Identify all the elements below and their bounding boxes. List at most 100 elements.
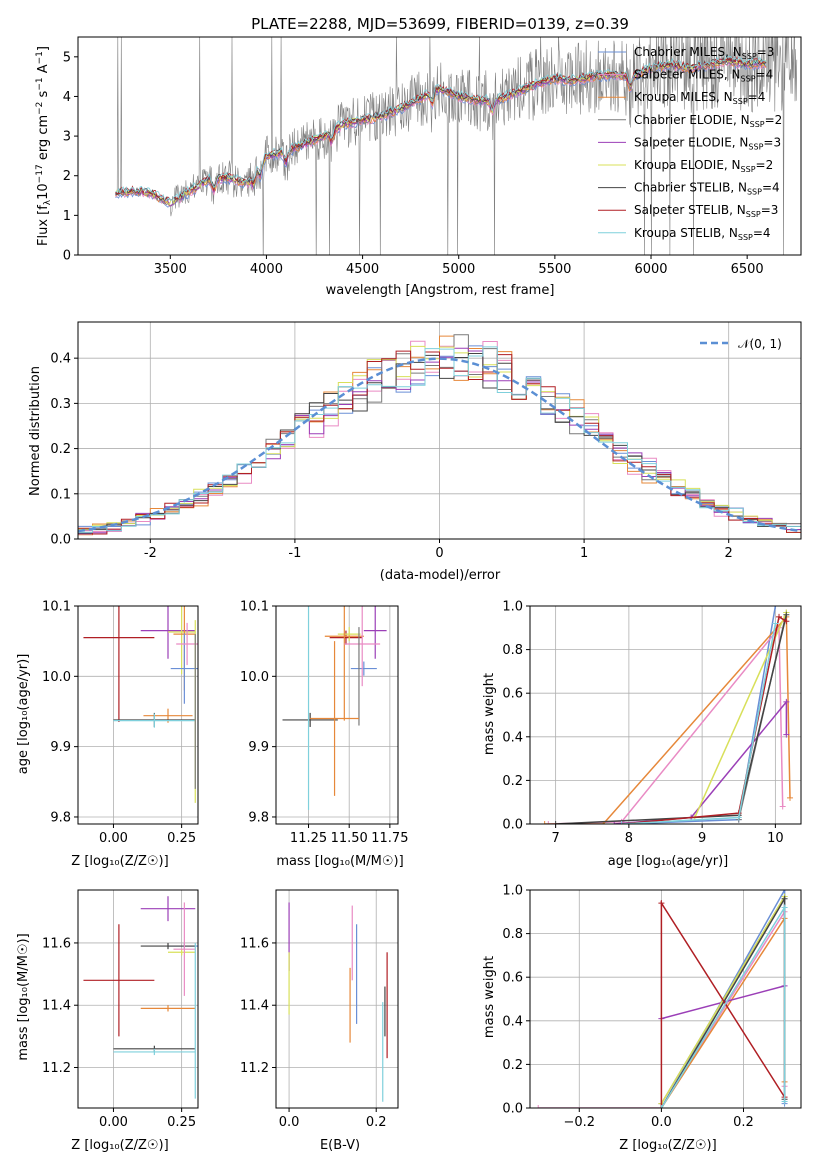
weight-vs-age-marker-0-2 — [772, 606, 779, 609]
legend-name-8: Kroupa STELIB, N — [634, 226, 738, 240]
spectrum-xtick-label-5: 6000 — [634, 262, 667, 277]
age-mass-xlabel: mass [log₁₀(M/M☉)] — [276, 854, 403, 869]
weight-vs-age-marker-1-3 — [779, 803, 786, 810]
ylabel-part-2: 10 — [36, 183, 51, 200]
spectrum-ytick-label-2: 2 — [63, 169, 71, 184]
legend-tail-0: =3 — [757, 45, 775, 59]
weight-vs-Z-marker-8-2 — [781, 1098, 788, 1105]
residuals-ytick-label-2: 0.2 — [50, 442, 71, 457]
mass-ebv-xlabel: E(B-V) — [320, 1138, 360, 1153]
weight-vs-age-marker-1-0 — [545, 821, 552, 824]
weight-vs-age-ytick-label-0: 0.0 — [502, 818, 523, 833]
age-vs-Z-ytick-label-0: 9.8 — [50, 810, 71, 825]
spectrum-model-8 — [115, 55, 767, 201]
weight-z-xlabel: Z [log₁₀(Z/Z☉)] — [619, 1138, 716, 1153]
residuals-ytick-label-4: 0.4 — [50, 352, 71, 367]
mass-z-ylabel: mass [log₁₀(M/M☉)] — [16, 933, 31, 1060]
mass-vs-Z-xtick-label-1: 0.25 — [167, 1115, 196, 1130]
legend-sub-7: SSP — [746, 210, 761, 219]
residuals-xtick-label-1: -1 — [288, 546, 301, 561]
age-vs-mass-ytick-label-1: 9.9 — [248, 740, 269, 755]
mass-vs-Z-ytick-label-1: 11.4 — [42, 999, 71, 1014]
mass-vs-ebv-ytick-label-0: 11.2 — [240, 1061, 269, 1076]
weight-vs-age-marker-4-2 — [783, 698, 790, 705]
age-vs-Z-plot-area — [83, 606, 198, 803]
weight-vs-Z-ytick-label-0: 0.0 — [502, 1102, 523, 1117]
age-vs-mass-xtick-label-2: 11.75 — [371, 831, 408, 846]
weight-vs-age-line-1 — [548, 625, 784, 824]
legend-entry-1: Salpeter MILES, NSSP=4 — [634, 68, 773, 84]
weight-vs-age-marker-4-3 — [783, 731, 790, 738]
legend-entry-4: Salpeter ELODIE, NSSP=3 — [634, 135, 781, 151]
legend-entry-6: Chabrier STELIB, NSSP=4 — [634, 181, 780, 197]
ylabel-part-0: Flux [f — [36, 205, 51, 246]
histogram-7 — [78, 350, 801, 535]
legend-entry-5: Kroupa ELODIE, NSSP=2 — [634, 158, 773, 174]
weight-vs-Z-ytick-label-5: 1.0 — [502, 884, 523, 899]
legend-name-7: Salpeter STELIB, N — [634, 203, 746, 217]
age-vs-mass-plot-area — [282, 606, 387, 810]
weight-age-ylabel: mass weight — [482, 673, 497, 755]
legend-name-2: Kroupa MILES, N — [634, 90, 733, 104]
age-vs-mass-ytick-label-2: 10.0 — [240, 670, 269, 685]
legend-tail-5: =2 — [756, 158, 774, 172]
ylabel-part-10: ] — [36, 46, 51, 51]
age-vs-Z-ytick-label-1: 9.9 — [50, 740, 71, 755]
legend-entry-2: Kroupa MILES, NSSP=4 — [634, 90, 765, 106]
legend-sub-8: SSP — [738, 233, 753, 242]
ylabel-part-8: A — [36, 64, 51, 77]
ylabel-part-7: −1 — [35, 77, 45, 90]
weight-vs-age-frame — [529, 605, 802, 825]
weight-vs-Z-ytick-label-2: 0.4 — [502, 1014, 523, 1029]
spectrum-frame — [77, 36, 802, 256]
legend-tail-3: =2 — [765, 113, 783, 127]
spectrum-xlabel: wavelength [Angstrom, rest frame] — [326, 283, 555, 298]
residuals-ytick-label-3: 0.3 — [50, 397, 71, 412]
spectrum-xtick-label-6: 6500 — [731, 262, 764, 277]
age-z-xlabel: Z [log₁₀(Z/Z☉)] — [71, 854, 168, 869]
mass-vs-Z-xtick-label-0: 0.00 — [99, 1115, 128, 1130]
legend-entry-3: Chabrier ELODIE, NSSP=2 — [634, 113, 782, 129]
legend-tail-4: =3 — [763, 135, 781, 149]
mass-vs-Z-frame — [77, 889, 199, 1109]
spectrum-ytick-label-5: 5 — [63, 50, 71, 65]
legend-name-0: Chabrier MILES, N — [634, 45, 742, 59]
weight-age-xlabel: age [log₁₀(age/yr)] — [608, 854, 729, 869]
spectrum-ylabel: Flux [fλ10−17 erg cm−2 s−1 A−1] — [35, 46, 53, 246]
ylabel-part-1: λ — [43, 199, 53, 205]
age-vs-mass-ytick-label-3: 10.1 — [240, 600, 269, 615]
weight-vs-Z-line-8 — [660, 904, 786, 1108]
weight-vs-age-xtick-label-2: 9 — [698, 831, 706, 846]
mass-z-xlabel: Z [log₁₀(Z/Z☉)] — [71, 1138, 168, 1153]
spectrum-data-line — [115, 37, 798, 255]
spectrum-plot-area — [115, 37, 798, 255]
residuals-xlabel: (data-model)/error — [380, 568, 501, 583]
legend-tail-6: =4 — [762, 181, 780, 195]
ylabel-part-5: −2 — [35, 102, 45, 115]
legend-tail-1: =4 — [756, 68, 774, 82]
spectrum-xtick-label-4: 5500 — [538, 262, 571, 277]
weight-vs-Z-xtick-label-2: 0.2 — [733, 1115, 754, 1130]
residuals-ylabel: Normed distribution — [28, 366, 43, 496]
age-vs-mass-xtick-label-1: 11.50 — [331, 831, 368, 846]
mass-vs-Z-ytick-label-0: 11.2 — [42, 1061, 71, 1076]
legend-sub-5: SSP — [741, 165, 756, 174]
weight-vs-Z-ytick-label-3: 0.6 — [502, 971, 523, 986]
legend-tail-8: =4 — [753, 226, 771, 240]
weight-vs-age-ytick-label-4: 0.8 — [502, 643, 523, 658]
residuals-xtick-label-4: 2 — [725, 546, 733, 561]
mass-vs-ebv-xtick-label-0: 0.0 — [279, 1115, 300, 1130]
weight-z-ylabel: mass weight — [482, 956, 497, 1038]
age-vs-Z-frame — [77, 605, 199, 825]
spectrum-xtick-label-3: 5000 — [442, 262, 475, 277]
weight-vs-age-marker-6-2 — [783, 611, 790, 618]
weight-vs-age-marker-8-0 — [618, 821, 625, 824]
ylabel-part-9: −1 — [35, 51, 45, 64]
legend-sub-6: SSP — [747, 188, 762, 197]
age-vs-Z-xtick-label-1: 0.25 — [167, 831, 196, 846]
spectrum-ytick-label-4: 4 — [63, 90, 71, 105]
gaussian-curve — [78, 357, 801, 533]
spectrum-ytick-label-0: 0 — [63, 249, 71, 264]
mass-vs-Z-plot-area — [83, 896, 198, 1099]
